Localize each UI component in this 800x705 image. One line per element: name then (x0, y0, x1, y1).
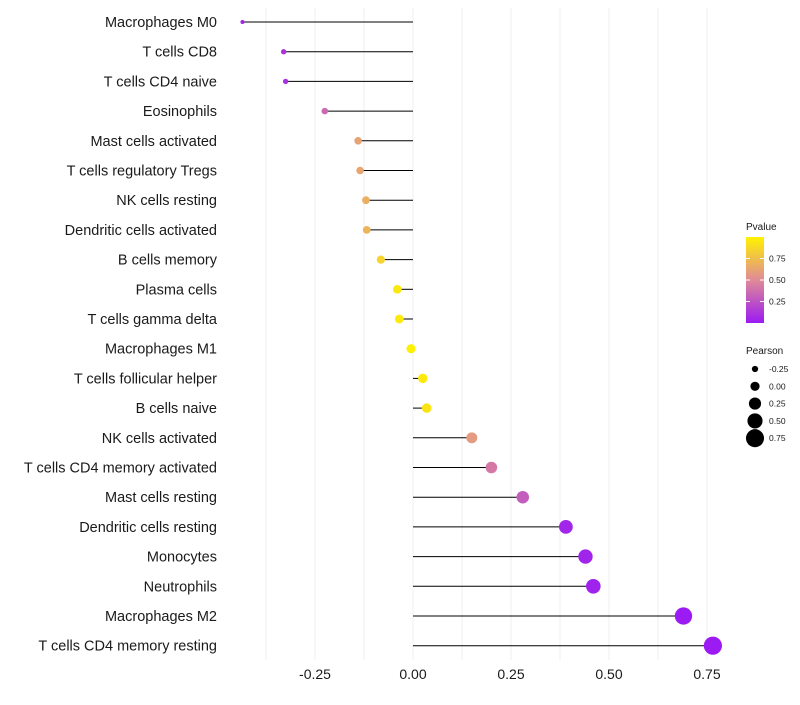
category-label: NK cells activated (102, 431, 217, 447)
lollipop-point (406, 344, 416, 354)
lollipop-point (418, 373, 428, 384)
category-label: Macrophages M2 (105, 609, 217, 625)
lollipop-point (466, 432, 478, 444)
lollipop-point (321, 107, 329, 115)
size-legend-dot (748, 397, 762, 410)
size-legend-dot (750, 381, 760, 391)
category-label: Mast cells resting (105, 490, 217, 506)
lollipop-point (280, 49, 287, 55)
category-label: T cells regulatory Tregs (67, 164, 217, 180)
lollipop-point (240, 19, 245, 25)
category-label: T cells CD4 naive (104, 74, 217, 90)
category-label: T cells gamma delta (88, 312, 218, 328)
category-label: T cells follicular helper (74, 371, 217, 387)
category-label: B cells naive (136, 401, 217, 417)
category-label: NK cells resting (116, 193, 217, 209)
point-layer (240, 19, 722, 655)
category-label: Macrophages M1 (105, 342, 217, 358)
lollipop-point (516, 490, 530, 504)
colorbar-label: 0.75 (769, 254, 786, 264)
size-legend-dot (751, 365, 759, 373)
lollipop-point (421, 403, 432, 413)
lollipop-point (485, 461, 498, 474)
colorbar-label: 0.50 (769, 275, 786, 285)
category-label: Macrophages M0 (105, 15, 217, 31)
pvalue-legend-title: Pvalue (746, 222, 777, 233)
grid-layer (265, 8, 708, 660)
x-tick-label: 0.75 (693, 666, 720, 682)
x-tick-label: 0.25 (497, 666, 524, 682)
lollipop-point (394, 314, 404, 324)
size-legend-label: 0.00 (769, 381, 786, 391)
category-label: B cells memory (118, 253, 218, 269)
category-label: Eosinophils (143, 104, 217, 120)
category-label: Monocytes (147, 550, 217, 566)
x-tick-label: -0.25 (299, 666, 331, 682)
lollipop-point (362, 226, 371, 234)
category-label: T cells CD4 memory resting (38, 639, 217, 655)
x-axis-ticks: -0.25 0.00 0.25 0.50 0.75 (299, 666, 721, 682)
category-label: T cells CD8 (142, 45, 217, 61)
category-labels: Macrophages M0 T cells CD8 T cells CD4 nai… (24, 15, 218, 655)
pearson-legend: Pearson -0.25 0.00 0.25 0.50 0.75 (745, 346, 789, 448)
lollipop-point (376, 255, 385, 264)
category-label: Mast cells activated (90, 134, 217, 150)
lollipop-point (354, 137, 362, 145)
lollipop-point (674, 607, 693, 625)
size-legend-dot (747, 413, 763, 429)
size-legend-dot (745, 429, 765, 448)
lollipop-point (558, 520, 573, 534)
category-label: Dendritic cells activated (65, 223, 217, 239)
lollipop-point (586, 578, 601, 594)
stem-layer (242, 21, 713, 647)
lollipop-point (356, 166, 364, 175)
category-label: Plasma cells (136, 282, 217, 298)
x-tick-label: 0.00 (399, 666, 426, 682)
category-label: T cells CD4 memory activated (24, 461, 217, 477)
lollipop-point (392, 284, 402, 294)
lollipop-point (362, 196, 370, 205)
lollipop-point (578, 549, 593, 564)
pearson-legend-title: Pearson (746, 346, 783, 357)
x-tick-label: 0.50 (595, 666, 622, 682)
pvalue-colorbar (746, 237, 764, 323)
size-legend-label: 0.25 (769, 399, 786, 409)
size-legend-label: 0.50 (769, 416, 786, 426)
category-label: Neutrophils (144, 579, 217, 595)
size-legend-label: 0.75 (769, 433, 786, 443)
lollipop-point (703, 636, 722, 655)
pvalue-legend: Pvalue 0.25 0.50 0.75 (746, 222, 786, 323)
size-legend-label: -0.25 (769, 364, 789, 374)
lollipop-point (282, 78, 289, 85)
colorbar-label: 0.25 (769, 297, 786, 307)
category-label: Dendritic cells resting (79, 520, 217, 536)
